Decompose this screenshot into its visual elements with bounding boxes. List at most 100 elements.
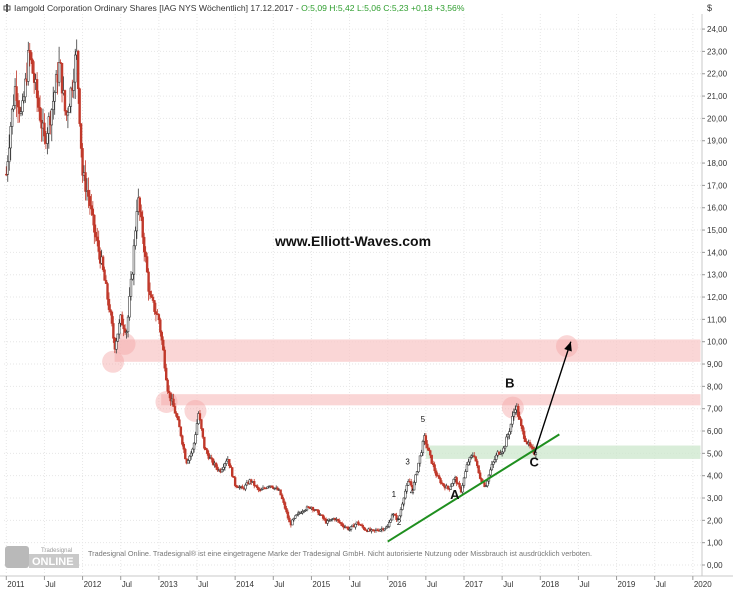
candle-body <box>341 523 344 526</box>
candle-body <box>524 438 527 442</box>
candle-body <box>431 463 435 465</box>
x-tick-label: Jul <box>579 580 589 589</box>
candle-body <box>54 74 58 93</box>
candle-body <box>179 426 183 437</box>
candle-body <box>43 122 46 137</box>
candle-body <box>6 161 9 175</box>
candle-body <box>122 324 125 330</box>
candle-body <box>81 148 84 176</box>
highlight-circle <box>102 350 125 373</box>
candle-body <box>163 349 166 369</box>
highlight-circle <box>184 399 207 422</box>
candle-body <box>302 510 306 512</box>
candle-body <box>160 331 163 341</box>
candle-body <box>414 474 417 483</box>
candle-body <box>9 126 12 149</box>
candle-body <box>446 485 450 489</box>
analysis-overlay: 1 2 3 4 5 A B C <box>387 341 572 543</box>
candle-body <box>363 527 366 530</box>
candle-body <box>153 300 156 312</box>
y-tick-label: 15,00 <box>707 226 728 235</box>
candle-body <box>301 511 304 514</box>
candle-body <box>112 323 115 339</box>
candle-body <box>109 309 112 313</box>
candle-body <box>104 280 108 284</box>
header-bar: Iamgold Corporation Ordinary Shares [IAG… <box>3 3 712 13</box>
candle-body <box>514 409 517 413</box>
candle-body <box>452 478 455 484</box>
candle-body <box>401 503 404 510</box>
candle-body <box>522 430 526 439</box>
candle-body <box>173 406 177 414</box>
candle-body <box>125 331 128 333</box>
candle-body <box>412 482 416 491</box>
candle-body <box>500 451 504 454</box>
candle-body <box>110 311 114 324</box>
candle-body <box>330 518 334 521</box>
candle-body <box>30 52 33 61</box>
candle-body <box>28 50 31 53</box>
candle-body <box>38 107 42 121</box>
candle-body <box>530 445 533 448</box>
candle-body <box>508 431 511 436</box>
candle-body <box>207 453 210 459</box>
candle-body <box>250 479 253 483</box>
candle-body <box>426 443 429 449</box>
candle-body <box>489 469 492 476</box>
candle-body <box>91 208 95 216</box>
candle-body <box>285 508 288 513</box>
candle-body <box>52 100 55 111</box>
candle-body <box>200 419 203 429</box>
candle-body <box>404 490 407 499</box>
candle-body <box>295 514 298 517</box>
candle-body <box>461 485 464 493</box>
candle-body <box>87 190 90 197</box>
y-tick-label: 23,00 <box>707 47 728 56</box>
candle-body <box>464 471 467 479</box>
candle-body <box>283 502 287 509</box>
candle-body <box>178 419 181 428</box>
candle-body <box>286 511 290 519</box>
candle-body <box>182 443 185 450</box>
candle-body <box>451 483 454 487</box>
candle-body <box>72 81 75 91</box>
candle-body <box>184 448 187 460</box>
x-tick-label: 2017 <box>465 580 483 589</box>
currency-symbol: $ <box>707 3 712 13</box>
candle-body <box>311 506 315 511</box>
candle-body <box>232 475 235 478</box>
x-tick-label: 2019 <box>618 580 636 589</box>
candle-body <box>499 453 502 455</box>
candle-body <box>19 111 23 114</box>
wave-label: A <box>450 487 460 502</box>
candle-body <box>531 446 535 450</box>
x-tick-label: 2013 <box>160 580 178 589</box>
candle-body <box>94 231 97 238</box>
y-tick-label: 14,00 <box>707 248 728 257</box>
candle-body <box>348 529 351 531</box>
x-axis-ticks: 2011 Jul 2012 Jul 2013 Jul 2014 Jul 2015 Jul 2016 J… <box>5 576 712 589</box>
candle-body <box>10 108 14 127</box>
candle-body <box>229 465 232 468</box>
candle-body <box>528 442 532 447</box>
candle-body <box>467 461 470 466</box>
candle-body <box>68 106 71 113</box>
candle-body <box>338 520 341 523</box>
candle-body <box>211 458 215 465</box>
y-tick-label: 18,00 <box>707 159 728 168</box>
candle-body <box>321 515 325 519</box>
y-tick-label: 9,00 <box>707 360 723 369</box>
chart-symbol-icon <box>3 4 11 12</box>
candle-body <box>32 72 36 83</box>
candle-body <box>442 483 445 486</box>
candle-body <box>339 522 342 524</box>
candle-body <box>167 390 171 394</box>
candle-body <box>129 278 133 297</box>
y-tick-label: 19,00 <box>707 137 728 146</box>
wave-label: 5 <box>421 415 426 424</box>
candle-body <box>409 481 413 486</box>
candle-body <box>405 485 408 492</box>
candle-body <box>294 515 297 519</box>
candle-body <box>128 296 131 318</box>
candle-body <box>387 522 391 527</box>
